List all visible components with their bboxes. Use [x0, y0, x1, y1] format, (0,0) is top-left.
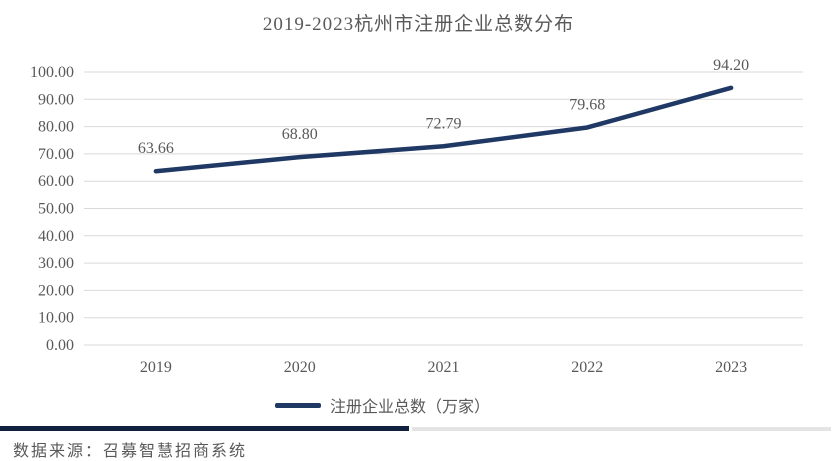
legend-series-label: 注册企业总数（万家）	[329, 399, 490, 416]
y-axis-tick-label: 90.00	[38, 91, 74, 108]
data-point-label: 79.68	[569, 96, 605, 113]
y-axis-tick-label: 60.00	[38, 173, 74, 190]
x-axis-tick-label: 2023	[715, 359, 747, 376]
data-point-label: 72.79	[426, 115, 462, 132]
y-axis-tick-label: 70.00	[38, 146, 74, 163]
data-point-label: 68.80	[282, 126, 318, 143]
line-chart: 0.00 10.00 20.00 30.00 40.00 50.00 60.00 70.00 8…	[30, 57, 803, 376]
y-axis-tick-label: 30.00	[38, 255, 74, 272]
y-axis-tick-label: 80.00	[38, 119, 74, 136]
data-point-label: 94.20	[713, 57, 749, 74]
y-axis-tick-label: 50.00	[38, 201, 74, 218]
chart-title: 2019-2023杭州市注册企业总数分布	[262, 14, 575, 35]
y-axis-tick-label: 20.00	[38, 282, 74, 299]
data-point-label: 63.66	[138, 140, 174, 157]
footer-divider-light-bar	[412, 427, 831, 431]
x-axis-tick-label: 2020	[284, 359, 316, 376]
data-series-line	[153, 85, 734, 174]
data-source-note: 数据来源：召募智慧招商系统	[13, 443, 248, 460]
x-axis-tick-label: 2021	[428, 359, 460, 376]
x-axis-tick-label: 2019	[140, 359, 172, 376]
chart-legend: 注册企业总数（万家）	[0, 393, 801, 417]
y-axis-tick-label: 0.00	[46, 337, 74, 354]
y-axis-tick-label: 10.00	[38, 310, 74, 327]
legend-line-marker-icon	[274, 402, 321, 408]
y-axis-tick-label: 40.00	[38, 228, 74, 245]
footer-divider-dark-bar	[0, 426, 409, 431]
y-axis-tick-label: 100.00	[30, 64, 74, 81]
x-axis-tick-label: 2022	[571, 359, 603, 376]
